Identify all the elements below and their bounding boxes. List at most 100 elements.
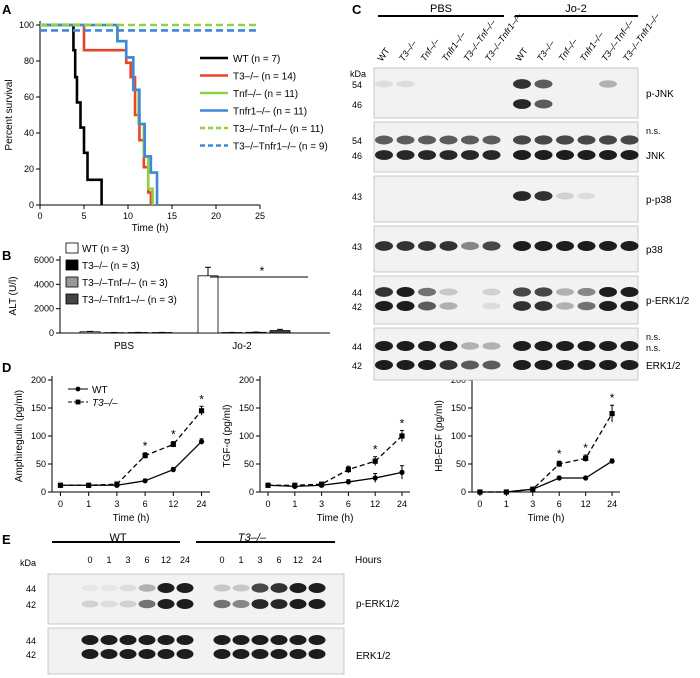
e-blot-1-band: [119, 649, 137, 659]
c-blot-5-band: [599, 360, 617, 370]
c-blot-1-band: [482, 135, 501, 145]
c-blot-3-band: [375, 241, 393, 251]
c-lane-label: Tnf–/–: [418, 36, 441, 63]
c-kda-marker: 46: [352, 151, 362, 161]
c-blot-5-band: [418, 360, 436, 370]
a-y-tick-label: 40: [24, 128, 34, 138]
c-blot-5-band: [556, 341, 574, 351]
d1-x-tick-label: 6: [143, 499, 148, 509]
c-blot-2-band: [534, 191, 553, 201]
c-blot-5-band: [396, 341, 415, 351]
c-lane-label: T3–/–: [535, 38, 557, 63]
e-blot-0-band: [251, 583, 269, 593]
d1-point-1-0: [57, 482, 64, 488]
d3-y-tick-label: 100: [451, 431, 466, 441]
c-kda-marker: 44: [352, 288, 362, 298]
d2-y-tick-label: 100: [239, 431, 254, 441]
b-bar-0-0: [79, 331, 101, 334]
d2-y-tick-label: 0: [249, 487, 254, 497]
panel-label-a: A: [2, 2, 12, 17]
e-timepoint-label: 3: [125, 555, 130, 565]
b-legend-swatch: [65, 259, 79, 271]
b-legend-swatch: [65, 276, 79, 288]
c-blot-5-band: [534, 360, 553, 370]
c-blot-3-band: [599, 241, 617, 251]
d3-point-1-4: [583, 455, 589, 461]
d2-point-1-2: [319, 481, 325, 487]
e-blot-1-band: [157, 635, 175, 645]
d3-star: *: [557, 447, 562, 461]
e-kda-marker: 44: [26, 636, 36, 646]
d2-point-1-1: [292, 482, 298, 488]
d3-point-1-2: [530, 486, 536, 492]
d2-x-tick-label: 1: [292, 499, 297, 509]
b-y-axis-label: ALT (U/l): [8, 276, 19, 315]
c-blot-5-band: [620, 341, 639, 351]
d1-y-tick-label: 100: [31, 431, 46, 441]
e-blot-0-band: [138, 599, 156, 609]
a-x-tick-label: 25: [255, 211, 265, 221]
e-group-label-t3: T3–/–: [238, 532, 267, 544]
c-blot-1-band: [620, 150, 639, 160]
b-legend-entry: T3–/–Tnfr1–/– (n = 3): [82, 295, 177, 306]
c-blot-5-band: [482, 360, 501, 370]
e-blot-1-band: [119, 635, 137, 645]
c-blot-4-membrane: [373, 275, 639, 325]
e-group-label-wt: WT: [109, 532, 126, 544]
panel-label-d: D: [2, 360, 11, 375]
c-blot-5-band: [482, 342, 501, 350]
d3-point-1-0: [477, 489, 483, 495]
c-row-label: p38: [646, 245, 663, 256]
d1-point-1-3: [142, 453, 148, 459]
c-kda-header: kDa: [350, 69, 366, 79]
a-legend-entry: T3–/– (n = 14): [233, 72, 296, 83]
d1-legend-entry: WT: [92, 385, 108, 396]
b-legend-swatch: [65, 293, 79, 305]
c-blot-3-band: [418, 241, 436, 251]
e-blot-0-band: [232, 599, 250, 609]
e-timepoint-label: 6: [144, 555, 149, 565]
d2-star: *: [400, 416, 405, 430]
c-blot-5-band: [375, 341, 393, 351]
b-significance-star: *: [260, 264, 265, 278]
c-blot-5-band: [534, 341, 553, 351]
d2-y-axis-label: TGF-α (pg/ml): [222, 405, 233, 468]
d3-point-1-1: [503, 489, 509, 495]
d1-point-1-4: [170, 441, 176, 447]
d2-point-1-5: [399, 433, 405, 439]
a-legend-entry: Tnf–/– (n = 11): [233, 89, 298, 100]
c-blot-5-band: [513, 360, 531, 370]
c-blot-0-band: [375, 80, 393, 88]
b-category-label: Jo-2: [232, 341, 252, 352]
d1-x-tick-label: 0: [58, 499, 63, 509]
d3-star: *: [583, 441, 588, 455]
a-survival-series-3: [40, 23, 159, 205]
d2-point-1-4: [372, 458, 378, 464]
e-blot-1-band: [176, 649, 194, 659]
e-timepoint-label: 3: [257, 555, 262, 565]
c-lane-label: T3–/–: [397, 38, 419, 63]
c-blot-4-band: [556, 302, 574, 310]
a-x-tick-label: 0: [37, 211, 42, 221]
c-blot-4-band: [439, 302, 458, 310]
d3-point-0-5: [609, 458, 615, 464]
c-ns-label: n.s.: [646, 332, 661, 342]
d3-star: *: [610, 391, 615, 405]
c-blot-5-band: [418, 341, 436, 351]
e-blot-1-band: [81, 649, 99, 659]
c-blot-1-band: [439, 150, 458, 160]
a-y-tick-label: 0: [29, 200, 34, 210]
d3-point-1-3: [556, 461, 562, 467]
c-blot-4-band: [513, 301, 531, 311]
a-survival-series-1: [40, 23, 153, 205]
c-blot-5-band: [513, 341, 531, 351]
c-group-label-jo2: Jo-2: [565, 3, 586, 15]
c-blot-3-band: [513, 241, 531, 251]
d3-y-tick-label: 150: [451, 403, 466, 413]
c-blot-3-band: [534, 241, 553, 251]
c-blot-5-band: [461, 342, 479, 350]
c-row-label: JNK: [646, 151, 665, 162]
c-blot-4-band: [577, 301, 596, 311]
c-blot-4-band: [513, 287, 531, 297]
d1-x-tick-label: 1: [86, 499, 91, 509]
